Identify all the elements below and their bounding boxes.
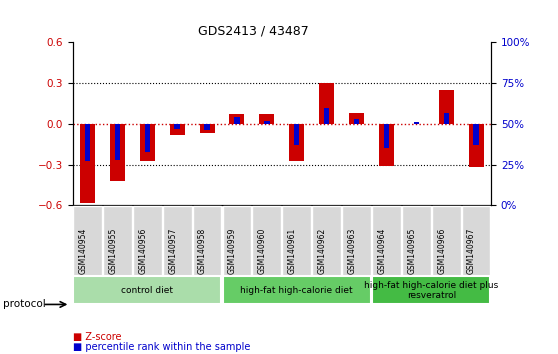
- Bar: [294, 124, 300, 145]
- Text: GSM140960: GSM140960: [258, 228, 267, 274]
- Bar: [349, 113, 364, 124]
- Bar: [324, 108, 329, 124]
- Text: GDS2413 / 43487: GDS2413 / 43487: [198, 25, 309, 38]
- Bar: [379, 124, 394, 166]
- Text: GSM140967: GSM140967: [467, 228, 476, 274]
- Bar: [229, 114, 244, 124]
- Text: GSM140957: GSM140957: [168, 228, 177, 274]
- Text: ■ Z-score: ■ Z-score: [73, 332, 121, 342]
- Bar: [110, 124, 125, 181]
- Bar: [413, 122, 419, 124]
- Bar: [289, 124, 304, 161]
- Bar: [204, 124, 210, 130]
- Text: GSM140955: GSM140955: [108, 228, 117, 274]
- Text: GSM140961: GSM140961: [288, 228, 297, 274]
- Text: GSM140964: GSM140964: [377, 228, 386, 274]
- Bar: [469, 124, 484, 167]
- Bar: [354, 119, 359, 124]
- Text: high-fat high-calorie diet: high-fat high-calorie diet: [240, 286, 353, 295]
- Text: high-fat high-calorie diet plus
resveratrol: high-fat high-calorie diet plus resverat…: [364, 281, 498, 300]
- Text: GSM140956: GSM140956: [138, 228, 147, 274]
- Text: protocol: protocol: [3, 299, 46, 309]
- Text: GSM140954: GSM140954: [79, 228, 88, 274]
- Bar: [175, 124, 180, 129]
- Text: GSM140958: GSM140958: [198, 228, 207, 274]
- Bar: [319, 83, 334, 124]
- Bar: [85, 124, 90, 161]
- Bar: [473, 124, 479, 145]
- Bar: [115, 124, 120, 160]
- Bar: [80, 124, 95, 202]
- Bar: [234, 118, 239, 124]
- Bar: [384, 124, 389, 148]
- Text: GSM140959: GSM140959: [228, 228, 237, 274]
- Text: GSM140966: GSM140966: [437, 228, 446, 274]
- Bar: [444, 113, 449, 124]
- Bar: [264, 121, 270, 124]
- Bar: [170, 124, 185, 135]
- Text: ■ percentile rank within the sample: ■ percentile rank within the sample: [73, 342, 250, 352]
- Bar: [145, 124, 150, 152]
- Text: GSM140963: GSM140963: [348, 228, 357, 274]
- Bar: [439, 90, 454, 124]
- Bar: [259, 114, 275, 124]
- Bar: [140, 124, 155, 161]
- Text: GSM140962: GSM140962: [318, 228, 326, 274]
- Text: GSM140965: GSM140965: [407, 228, 416, 274]
- Bar: [200, 124, 214, 133]
- Text: control diet: control diet: [121, 286, 174, 295]
